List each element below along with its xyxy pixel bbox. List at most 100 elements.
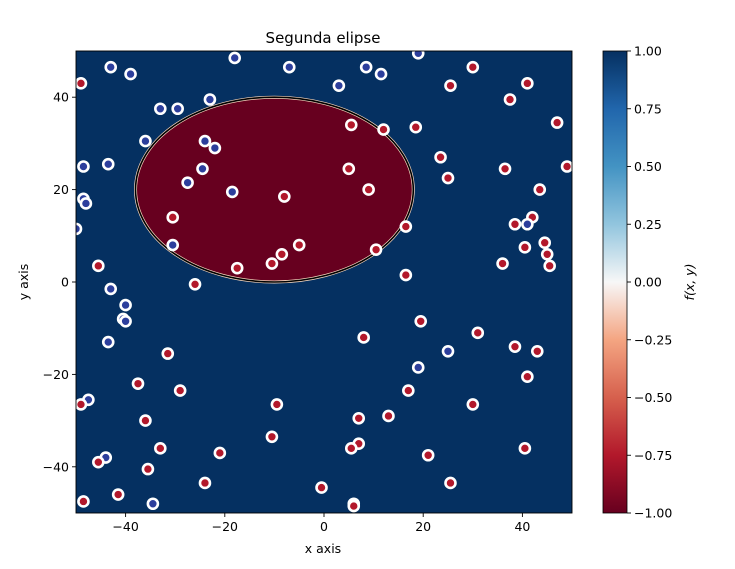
data-point [166, 238, 180, 252]
data-point [434, 150, 447, 164]
data-point [198, 476, 212, 490]
data-point [282, 60, 296, 74]
data-point [444, 79, 457, 92]
data-point [104, 60, 118, 74]
data-point [111, 488, 125, 501]
data-point [521, 77, 534, 90]
data-point [508, 340, 522, 353]
data-point [76, 398, 88, 411]
data-point [521, 217, 534, 231]
y-tick-label: −40 [43, 459, 69, 474]
data-point [77, 160, 90, 173]
data-point [154, 102, 167, 116]
colorbar-label: f(x, y) [682, 264, 697, 301]
data-point [518, 241, 532, 254]
x-axis-label: x axis [305, 541, 341, 556]
data-point [421, 448, 435, 462]
data-point [382, 409, 395, 423]
x-tick-label: 40 [514, 519, 530, 534]
data-point [92, 259, 105, 273]
data-point [101, 335, 115, 349]
data-point [374, 67, 388, 81]
colorbar-tick-label: −0.50 [634, 390, 672, 405]
data-point [119, 314, 132, 328]
data-point [166, 211, 180, 224]
data-point [146, 497, 160, 511]
data-point [369, 243, 383, 256]
data-point [104, 282, 118, 296]
data-point [471, 326, 485, 340]
data-point [92, 455, 105, 469]
data-point [198, 134, 212, 148]
data-point [399, 268, 413, 282]
chart-title: Segunda elipse [266, 29, 381, 47]
data-point [344, 442, 358, 455]
data-point [560, 160, 572, 173]
data-point [508, 217, 522, 231]
colorbar-tick-label: 1.00 [634, 44, 662, 59]
x-tick-label: 20 [415, 519, 431, 534]
data-point [76, 77, 88, 90]
colorbar-ticks: 1.00 0.75 0.50 0.25 0.00 −0.25 −0.50 −0.75 −1.00 [627, 44, 672, 521]
data-point [538, 236, 552, 250]
data-point [173, 384, 187, 397]
data-point [332, 79, 346, 92]
data-point [315, 481, 328, 494]
x-axis-ticks: −40 −20 0 20 40 [112, 513, 530, 534]
data-point [498, 162, 512, 176]
data-point [196, 162, 209, 176]
data-point [344, 118, 358, 132]
data-point [362, 183, 375, 196]
colorbar-tick-label: −0.25 [634, 332, 672, 347]
data-point [141, 462, 155, 476]
data-point [347, 499, 361, 513]
colorbar-tick-label: −0.75 [634, 448, 672, 463]
data-point [399, 220, 413, 233]
data-point [292, 238, 306, 252]
data-point [521, 370, 534, 384]
data-point [213, 446, 227, 460]
data-point [203, 93, 217, 106]
data-point [265, 257, 279, 270]
data-point [77, 495, 90, 508]
colorbar-tick-label: 0.75 [634, 101, 662, 116]
data-point [181, 176, 194, 189]
data-point [496, 257, 509, 270]
data-point [161, 347, 175, 360]
data-point [139, 414, 152, 427]
colorbar-tick-label: 0.00 [634, 275, 662, 290]
data-point [518, 442, 532, 455]
data-point [275, 247, 289, 261]
data-point [357, 331, 370, 344]
colorbar-tick-label: 0.50 [634, 159, 662, 174]
x-tick-label: −40 [112, 519, 138, 534]
colorbar [602, 50, 628, 514]
data-point [228, 51, 242, 65]
colorbar-tick-label: 0.25 [634, 217, 662, 232]
data-point [265, 430, 279, 444]
data-point [79, 197, 93, 210]
colorbar-tick-label: −1.00 [634, 506, 672, 521]
data-point [466, 60, 480, 74]
y-tick-label: 0 [61, 275, 69, 290]
data-point [278, 190, 291, 203]
data-point [230, 261, 244, 275]
data-point [119, 298, 132, 312]
data-point [124, 67, 137, 81]
data-point [402, 384, 415, 397]
data-point [543, 259, 556, 273]
y-tick-label: 40 [53, 90, 69, 105]
data-point [533, 183, 547, 196]
x-tick-label: −20 [212, 519, 238, 534]
data-point [409, 120, 423, 134]
data-point [530, 344, 544, 358]
data-point [342, 162, 356, 176]
data-point [550, 116, 564, 129]
decision-boundary-ellipse [134, 96, 415, 283]
data-point [171, 102, 184, 116]
data-point [441, 344, 455, 358]
data-point [154, 442, 167, 455]
data-point [101, 157, 115, 171]
data-points [76, 51, 572, 513]
